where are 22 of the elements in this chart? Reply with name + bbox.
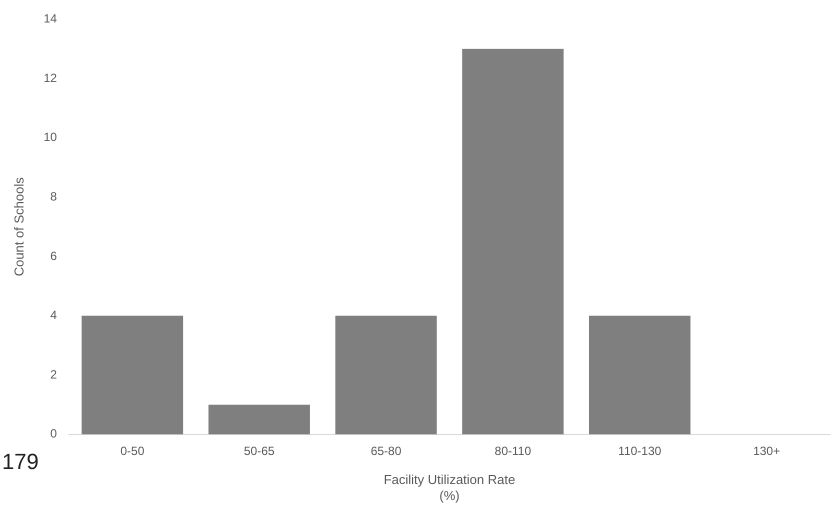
y-tick-label: 14	[44, 12, 58, 26]
y-tick-label: 10	[44, 130, 58, 144]
bar	[208, 404, 310, 434]
x-tick-label: 80-110	[494, 444, 532, 458]
bar	[82, 316, 184, 434]
bar	[462, 48, 564, 434]
y-tick-label: 8	[50, 189, 58, 204]
x-tick-label: 110-130	[618, 444, 662, 458]
y-tick-label: 6	[50, 248, 58, 263]
bar	[335, 316, 437, 434]
x-tick-label: 0-50	[120, 444, 145, 458]
x-tick-label: 50-65	[244, 444, 275, 458]
bar	[589, 316, 690, 434]
y-tick-label: 4	[50, 308, 58, 322]
x-tick-label: 65-80	[370, 444, 402, 458]
y-tick-label: 12	[44, 70, 58, 85]
x-axis-title: Facility Utilization Rate (%)	[384, 472, 516, 503]
text: 179	[2, 449, 39, 474]
y-tick-label: 0	[50, 426, 58, 441]
x-tick-label: 130+	[753, 444, 780, 458]
y-axis-title: Count of Schools	[11, 176, 26, 276]
y-tick-label: 2	[50, 367, 58, 382]
